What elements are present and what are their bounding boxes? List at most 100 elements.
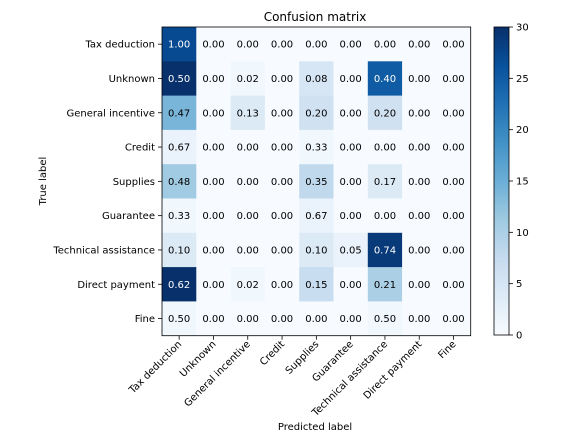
heatmap-cell bbox=[333, 129, 369, 165]
cell-value-label: 0.00 bbox=[202, 143, 224, 154]
colorbar-tick-label: 15 bbox=[516, 177, 529, 188]
cell-value-label: 0.40 bbox=[374, 74, 396, 85]
heatmap-cell bbox=[333, 95, 369, 131]
cell-value-label: 1.00 bbox=[168, 40, 190, 51]
cell-value-label: 0.48 bbox=[168, 177, 190, 188]
heatmap-cell bbox=[162, 27, 197, 62]
cell-value-label: 0.00 bbox=[237, 177, 259, 188]
heatmap-cell bbox=[367, 61, 403, 96]
cell-value-label: 0.00 bbox=[202, 74, 224, 85]
cell-value-label: 0.20 bbox=[305, 108, 327, 119]
heatmap-cell bbox=[436, 164, 472, 199]
colorbar-tick-label: 5 bbox=[516, 279, 522, 290]
cell-value-label: 0.21 bbox=[374, 280, 396, 291]
heatmap-cell bbox=[162, 301, 197, 337]
cell-value-label: 0.62 bbox=[168, 280, 190, 291]
heatmap-cell bbox=[230, 232, 266, 268]
cell-value-label: 0.00 bbox=[237, 314, 259, 325]
heatmap-cell bbox=[162, 232, 197, 268]
heatmap-cell bbox=[264, 61, 300, 96]
colorbar: 0 5 10 15 20 25 30 bbox=[493, 23, 529, 342]
y-tick-label: General incentive bbox=[67, 108, 155, 119]
heatmap-cell bbox=[299, 61, 334, 96]
y-tick-label: Direct payment bbox=[77, 280, 155, 291]
x-axis-label: Predicted label bbox=[278, 422, 352, 432]
heatmap-cell bbox=[230, 61, 266, 96]
cell-value-label: 0.00 bbox=[408, 245, 430, 256]
colorbar-tick-label: 25 bbox=[516, 74, 529, 85]
cell-value-label: 0.00 bbox=[408, 314, 430, 325]
cell-value-label: 0.00 bbox=[202, 177, 224, 188]
cell-value-label: 0.00 bbox=[442, 211, 464, 222]
heatmap-cell bbox=[402, 232, 437, 268]
cell-value-label: 0.00 bbox=[408, 74, 430, 85]
cell-value-label: 0.13 bbox=[237, 108, 259, 119]
heatmap-cell bbox=[299, 164, 334, 199]
cell-value-label: 0.00 bbox=[202, 245, 224, 256]
cell-value-label: 0.50 bbox=[374, 314, 396, 325]
heatmap-cell bbox=[367, 27, 403, 62]
y-tick-label: Credit bbox=[125, 143, 155, 154]
cell-value-label: 0.50 bbox=[168, 74, 190, 85]
cell-value-label: 0.00 bbox=[408, 143, 430, 154]
heatmap-cell bbox=[436, 198, 472, 234]
x-tick-label: Fine bbox=[437, 339, 459, 361]
cell-value-label: 0.00 bbox=[408, 177, 430, 188]
heatmap-cell bbox=[333, 232, 369, 268]
y-tick-label: Fine bbox=[135, 314, 155, 325]
cell-value-label: 0.10 bbox=[305, 245, 327, 256]
cell-value-label: 0.00 bbox=[442, 143, 464, 154]
heatmap-cell bbox=[230, 198, 266, 234]
heatmap-cell bbox=[367, 164, 403, 199]
cell-value-label: 0.00 bbox=[202, 280, 224, 291]
heatmap-cell bbox=[367, 129, 403, 165]
x-tick-label: Credit bbox=[258, 339, 287, 368]
heatmap-cell bbox=[333, 164, 369, 199]
heatmap-cell bbox=[299, 27, 334, 62]
cell-value-label: 0.00 bbox=[374, 211, 396, 222]
colorbar-tick-label: 0 bbox=[516, 331, 522, 342]
cell-value-label: 0.15 bbox=[305, 280, 327, 291]
cell-value-label: 0.00 bbox=[340, 108, 362, 119]
colorbar-gradient bbox=[493, 26, 510, 336]
cell-value-label: 0.00 bbox=[408, 108, 430, 119]
colorbar-tick-label: 30 bbox=[516, 23, 529, 34]
cell-value-label: 0.00 bbox=[374, 40, 396, 51]
heatmap-cell bbox=[162, 95, 197, 131]
x-tick-label: Tax deduction bbox=[127, 339, 185, 397]
heatmap-cell bbox=[299, 95, 334, 131]
cell-value-label: 0.00 bbox=[340, 143, 362, 154]
heatmap-cell bbox=[367, 95, 403, 131]
cell-value-label: 0.00 bbox=[305, 40, 327, 51]
cell-value-label: 0.00 bbox=[442, 74, 464, 85]
heatmap-cell bbox=[333, 61, 369, 96]
heatmap-cell bbox=[196, 301, 231, 337]
heatmap-cell bbox=[299, 301, 334, 337]
heatmap-cell bbox=[436, 267, 472, 302]
cell-value-label: 0.00 bbox=[442, 280, 464, 291]
cell-value-label: 0.00 bbox=[340, 40, 362, 51]
cell-value-label: 0.00 bbox=[442, 314, 464, 325]
heatmap-cell bbox=[264, 27, 300, 62]
heatmap-cell bbox=[264, 301, 300, 337]
heatmap-cell bbox=[196, 232, 231, 268]
heatmap-cell bbox=[196, 61, 231, 96]
heatmap-cell bbox=[196, 267, 231, 302]
heatmap-cell bbox=[333, 198, 369, 234]
heatmap-cell bbox=[436, 61, 472, 96]
heatmap-cell bbox=[299, 129, 334, 165]
heatmap-cell bbox=[436, 232, 472, 268]
heatmap-cell bbox=[333, 301, 369, 337]
heatmap-cell bbox=[402, 301, 437, 337]
cell-value-label: 0.00 bbox=[202, 108, 224, 119]
cell-value-label: 0.67 bbox=[305, 211, 327, 222]
cell-value-label: 0.00 bbox=[408, 211, 430, 222]
y-tick-label: Guarantee bbox=[102, 211, 155, 222]
y-tick-label: Unknown bbox=[109, 74, 155, 85]
heatmap-cell bbox=[367, 301, 403, 337]
heatmap-cell bbox=[264, 95, 300, 131]
heatmap-cell bbox=[436, 95, 472, 131]
heatmap-cell bbox=[402, 164, 437, 199]
